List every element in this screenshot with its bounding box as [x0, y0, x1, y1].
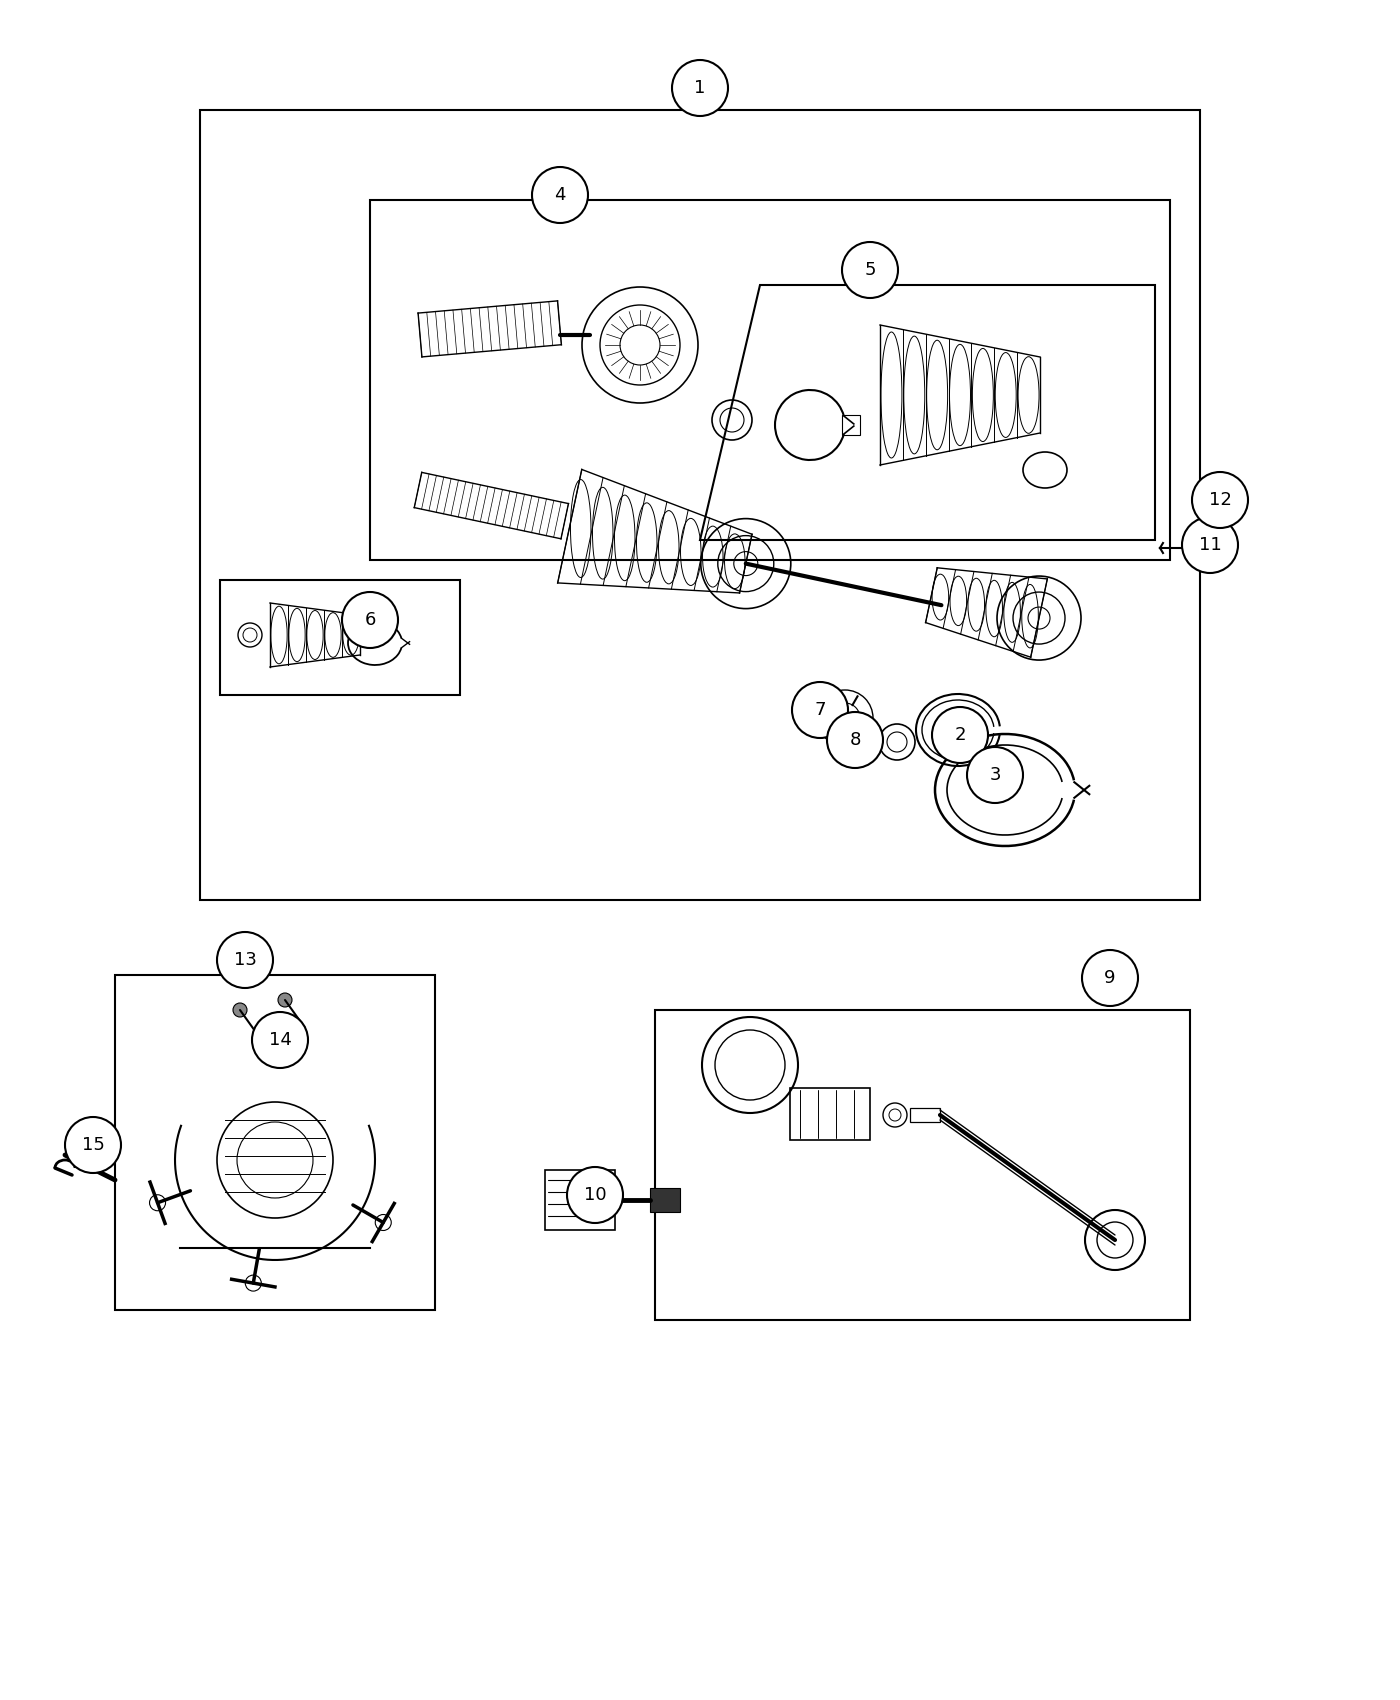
Text: 1: 1: [694, 78, 706, 97]
Circle shape: [342, 592, 398, 648]
Circle shape: [217, 932, 273, 988]
Text: 3: 3: [990, 767, 1001, 784]
Circle shape: [841, 241, 897, 298]
Circle shape: [567, 1166, 623, 1222]
Text: 10: 10: [584, 1187, 606, 1204]
Circle shape: [150, 1195, 165, 1210]
Circle shape: [1182, 517, 1238, 573]
Bar: [655, 1010, 1190, 1319]
Circle shape: [967, 746, 1023, 802]
Circle shape: [1082, 950, 1138, 1006]
Circle shape: [232, 1003, 246, 1017]
Bar: [910, 1108, 939, 1122]
Bar: [841, 415, 860, 435]
Text: 14: 14: [269, 1030, 291, 1049]
Bar: [115, 976, 435, 1311]
Text: 5: 5: [864, 262, 876, 279]
Bar: [200, 110, 1200, 899]
Text: 9: 9: [1105, 969, 1116, 988]
Circle shape: [932, 707, 988, 763]
Bar: [650, 1188, 680, 1212]
Text: 7: 7: [815, 700, 826, 719]
Circle shape: [375, 1214, 391, 1231]
Circle shape: [252, 1012, 308, 1068]
Text: 8: 8: [850, 731, 861, 750]
Circle shape: [792, 682, 848, 738]
Text: 12: 12: [1208, 491, 1232, 508]
Text: 4: 4: [554, 185, 566, 204]
Text: 11: 11: [1198, 536, 1221, 554]
Bar: [790, 1088, 869, 1141]
Circle shape: [245, 1275, 262, 1290]
Text: 2: 2: [955, 726, 966, 745]
Circle shape: [672, 60, 728, 116]
Text: 15: 15: [81, 1136, 105, 1154]
Bar: [220, 580, 461, 695]
Circle shape: [1191, 473, 1247, 529]
Bar: [370, 201, 1170, 559]
Text: 6: 6: [364, 610, 375, 629]
Circle shape: [827, 712, 883, 768]
Circle shape: [64, 1117, 120, 1173]
Circle shape: [279, 993, 293, 1006]
Bar: [545, 1170, 615, 1231]
Text: 13: 13: [234, 950, 256, 969]
Circle shape: [532, 167, 588, 223]
